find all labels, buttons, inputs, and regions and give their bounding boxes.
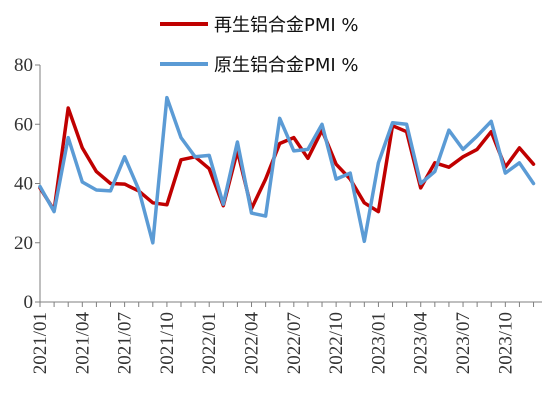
x-tick-label: 2022/01 [199,312,220,374]
x-tick-label: 2022/10 [326,312,347,374]
legend-label-0: 再生铝合金PMI % [214,15,359,36]
series-line-1 [38,95,536,245]
x-tick-label: 2022/07 [284,312,305,374]
y-tick-label: 20 [14,233,33,254]
x-tick-label: 2023/01 [368,312,389,374]
y-tick-label: 40 [14,174,33,195]
x-tick-label: 2021/07 [115,312,136,374]
y-tick-label: 80 [14,55,33,76]
y-tick-label: 60 [14,114,33,135]
y-tick-label: 0 [24,292,34,313]
x-tick-label: 2023/04 [411,312,432,375]
x-tick-label: 2021/10 [157,312,178,374]
x-tick-label: 2021/04 [72,312,93,375]
legend: 再生铝合金PMI % 原生铝合金PMI % [160,15,359,76]
x-tick-label: 2023/10 [495,312,516,374]
x-tick-label: 2023/07 [453,312,474,374]
x-tick-label: 2022/04 [242,312,263,375]
legend-label-1: 原生铝合金PMI % [214,55,359,76]
x-tick-label: 2021/01 [30,312,51,374]
axes: 0 20 40 60 80 2021/01 2021/04 2021/07 2021/10 202… [14,55,542,374]
series-layer [38,95,536,245]
series-line-0 [38,106,536,214]
